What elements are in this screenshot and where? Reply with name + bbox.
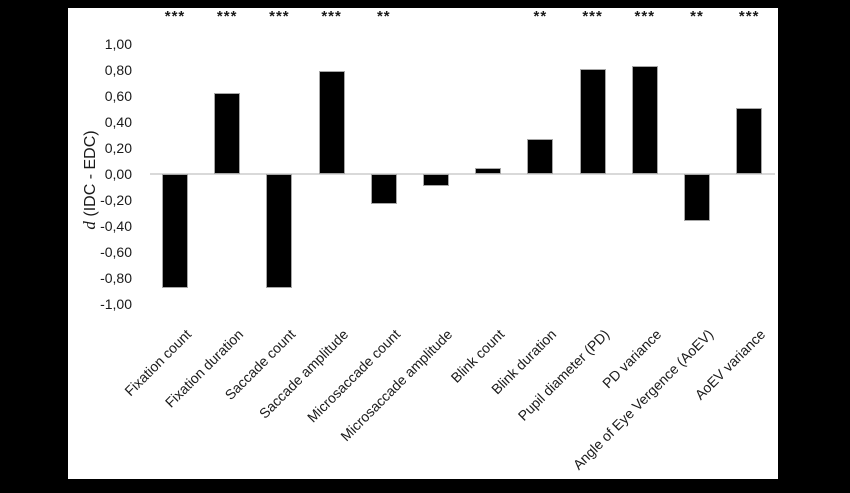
bar bbox=[475, 167, 502, 174]
significance-marker: *** bbox=[216, 8, 238, 25]
bar bbox=[684, 174, 710, 221]
significance-marker: *** bbox=[738, 8, 760, 25]
significance-marker: *** bbox=[582, 8, 603, 25]
bar bbox=[736, 107, 763, 174]
bar bbox=[579, 68, 606, 174]
bar bbox=[423, 174, 449, 186]
significance-marker: *** bbox=[321, 8, 342, 25]
chart-panel: d (IDC - EDC) 1,00 0,80 0,60 0,40 0,20 0,00 -0… bbox=[68, 8, 778, 479]
y-tick-label: -1,00 bbox=[100, 296, 132, 312]
bar bbox=[527, 138, 554, 174]
bar bbox=[631, 66, 658, 174]
y-tick-label: 1,00 bbox=[104, 36, 132, 52]
significance-marker: *** bbox=[164, 8, 186, 25]
significance-marker: *** bbox=[634, 8, 656, 25]
y-tick-label: 0,60 bbox=[104, 88, 132, 104]
bar bbox=[318, 71, 345, 174]
y-tick-label: 0,00 bbox=[104, 166, 132, 182]
y-tick-label: 0,80 bbox=[104, 62, 132, 78]
bar bbox=[214, 93, 241, 174]
significance-marker: *** bbox=[269, 8, 290, 25]
zero-gridline bbox=[150, 173, 775, 175]
x-axis-label: AoEV variance bbox=[691, 326, 769, 403]
y-tick-label: -0,60 bbox=[100, 244, 132, 260]
significance-marker: ** bbox=[690, 8, 704, 25]
bar bbox=[266, 174, 293, 289]
significance-marker: ** bbox=[533, 8, 548, 25]
bar bbox=[162, 174, 188, 289]
y-tick-label: -0,40 bbox=[100, 218, 132, 234]
y-tick-label: -0,20 bbox=[100, 192, 132, 208]
y-tick-label: 0,40 bbox=[104, 114, 132, 130]
y-tick-label: 0,20 bbox=[104, 140, 132, 156]
y-tick-label: -0,80 bbox=[100, 270, 132, 286]
bar bbox=[370, 174, 397, 204]
significance-marker: ** bbox=[376, 8, 391, 25]
